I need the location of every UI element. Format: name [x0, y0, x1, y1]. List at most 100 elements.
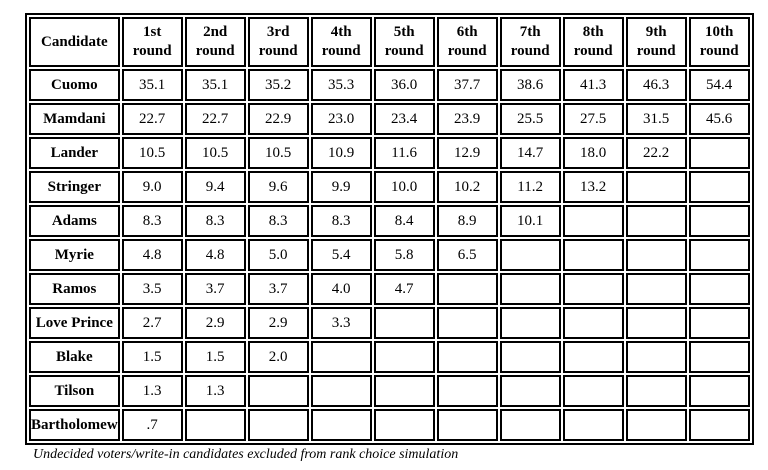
round-value: [373, 409, 435, 441]
table-header: Candidate 1st round 2nd round 3rd round 4th rou…: [29, 17, 750, 67]
round-value: [688, 137, 750, 169]
round-value: 8.3: [121, 205, 183, 237]
table-row: Bartholomew .7: [29, 409, 750, 441]
round-value: 4.7: [373, 273, 435, 305]
column-header-round-6: 6th round: [436, 17, 498, 67]
round-value: 6.5: [436, 239, 498, 271]
round-value: 45.6: [688, 103, 750, 135]
round-value: 23.4: [373, 103, 435, 135]
round-value: 35.1: [184, 69, 246, 101]
round-value: 38.6: [499, 69, 561, 101]
round-value: 4.8: [184, 239, 246, 271]
table-row: Lander 10.5 10.5 10.5 10.9 11.6 12.9 14.7 18.0 22…: [29, 137, 750, 169]
round-value: 1.5: [184, 341, 246, 373]
round-value: [373, 307, 435, 339]
round-value: 22.7: [184, 103, 246, 135]
round-value: 36.0: [373, 69, 435, 101]
round-value: [436, 307, 498, 339]
round-value: [562, 409, 624, 441]
header-row: Candidate 1st round 2nd round 3rd round 4th rou…: [29, 17, 750, 67]
candidate-name: Bartholomew: [29, 409, 120, 441]
round-value: 3.3: [310, 307, 372, 339]
round-value: [436, 409, 498, 441]
column-header-round-2: 2nd round: [184, 17, 246, 67]
round-value: [499, 341, 561, 373]
round-value: 8.4: [373, 205, 435, 237]
round-value: 10.0: [373, 171, 435, 203]
round-value: 5.0: [247, 239, 309, 271]
round-value: 22.7: [121, 103, 183, 135]
round-value: [562, 375, 624, 407]
round-value: [625, 341, 687, 373]
table-row: Ramos 3.5 3.7 3.7 4.0 4.7: [29, 273, 750, 305]
column-header-round-7: 7th round: [499, 17, 561, 67]
table-row: Mamdani 22.7 22.7 22.9 23.0 23.4 23.9 25.5 27.5 3…: [29, 103, 750, 135]
round-value: 8.9: [436, 205, 498, 237]
round-value: 23.9: [436, 103, 498, 135]
round-value: 14.7: [499, 137, 561, 169]
round-value: [562, 205, 624, 237]
round-value: 9.4: [184, 171, 246, 203]
round-value: 8.3: [247, 205, 309, 237]
round-value: [499, 409, 561, 441]
rcv-results-table-container: Candidate 1st round 2nd round 3rd round 4th rou…: [25, 13, 754, 445]
round-value: 1.5: [121, 341, 183, 373]
table-row: Tilson 1.3 1.3: [29, 375, 750, 407]
round-value: 3.7: [247, 273, 309, 305]
round-value: 41.3: [562, 69, 624, 101]
round-value: 9.0: [121, 171, 183, 203]
round-value: 2.7: [121, 307, 183, 339]
table-row: Blake 1.5 1.5 2.0: [29, 341, 750, 373]
candidate-name: Adams: [29, 205, 120, 237]
round-value: 13.2: [562, 171, 624, 203]
round-value: 11.6: [373, 137, 435, 169]
round-value: 22.2: [625, 137, 687, 169]
round-value: 25.5: [499, 103, 561, 135]
candidate-name: Tilson: [29, 375, 120, 407]
round-value: 10.2: [436, 171, 498, 203]
footnote: Undecided voters/write-in candidates exc…: [33, 447, 459, 462]
rcv-results-table: Candidate 1st round 2nd round 3rd round 4th rou…: [25, 13, 754, 445]
round-value: [184, 409, 246, 441]
round-value: 46.3: [625, 69, 687, 101]
round-value: [688, 171, 750, 203]
round-value: 9.6: [247, 171, 309, 203]
round-value: 35.2: [247, 69, 309, 101]
round-value: 4.0: [310, 273, 372, 305]
column-header-round-8: 8th round: [562, 17, 624, 67]
candidate-name: Myrie: [29, 239, 120, 271]
column-header-round-3: 3rd round: [247, 17, 309, 67]
round-value: [499, 273, 561, 305]
round-value: [436, 341, 498, 373]
round-value: [625, 273, 687, 305]
round-value: [625, 409, 687, 441]
round-value: [310, 409, 372, 441]
round-value: [688, 205, 750, 237]
round-value: 22.9: [247, 103, 309, 135]
round-value: 35.1: [121, 69, 183, 101]
candidate-name: Love Prince: [29, 307, 120, 339]
round-value: 3.5: [121, 273, 183, 305]
round-value: [436, 375, 498, 407]
round-value: [562, 341, 624, 373]
round-value: [688, 273, 750, 305]
round-value: [310, 341, 372, 373]
round-value: 1.3: [184, 375, 246, 407]
round-value: 5.4: [310, 239, 372, 271]
column-header-round-9: 9th round: [625, 17, 687, 67]
round-value: 27.5: [562, 103, 624, 135]
round-value: [499, 375, 561, 407]
round-value: [625, 375, 687, 407]
round-value: 11.2: [499, 171, 561, 203]
column-header-round-10: 10th round: [688, 17, 750, 67]
round-value: 35.3: [310, 69, 372, 101]
round-value: [247, 375, 309, 407]
round-value: [436, 273, 498, 305]
round-value: [247, 409, 309, 441]
candidate-name: Blake: [29, 341, 120, 373]
round-value: .7: [121, 409, 183, 441]
table-row: Stringer 9.0 9.4 9.6 9.9 10.0 10.2 11.2 13.2: [29, 171, 750, 203]
round-value: 2.9: [247, 307, 309, 339]
round-value: [688, 375, 750, 407]
round-value: 10.5: [184, 137, 246, 169]
